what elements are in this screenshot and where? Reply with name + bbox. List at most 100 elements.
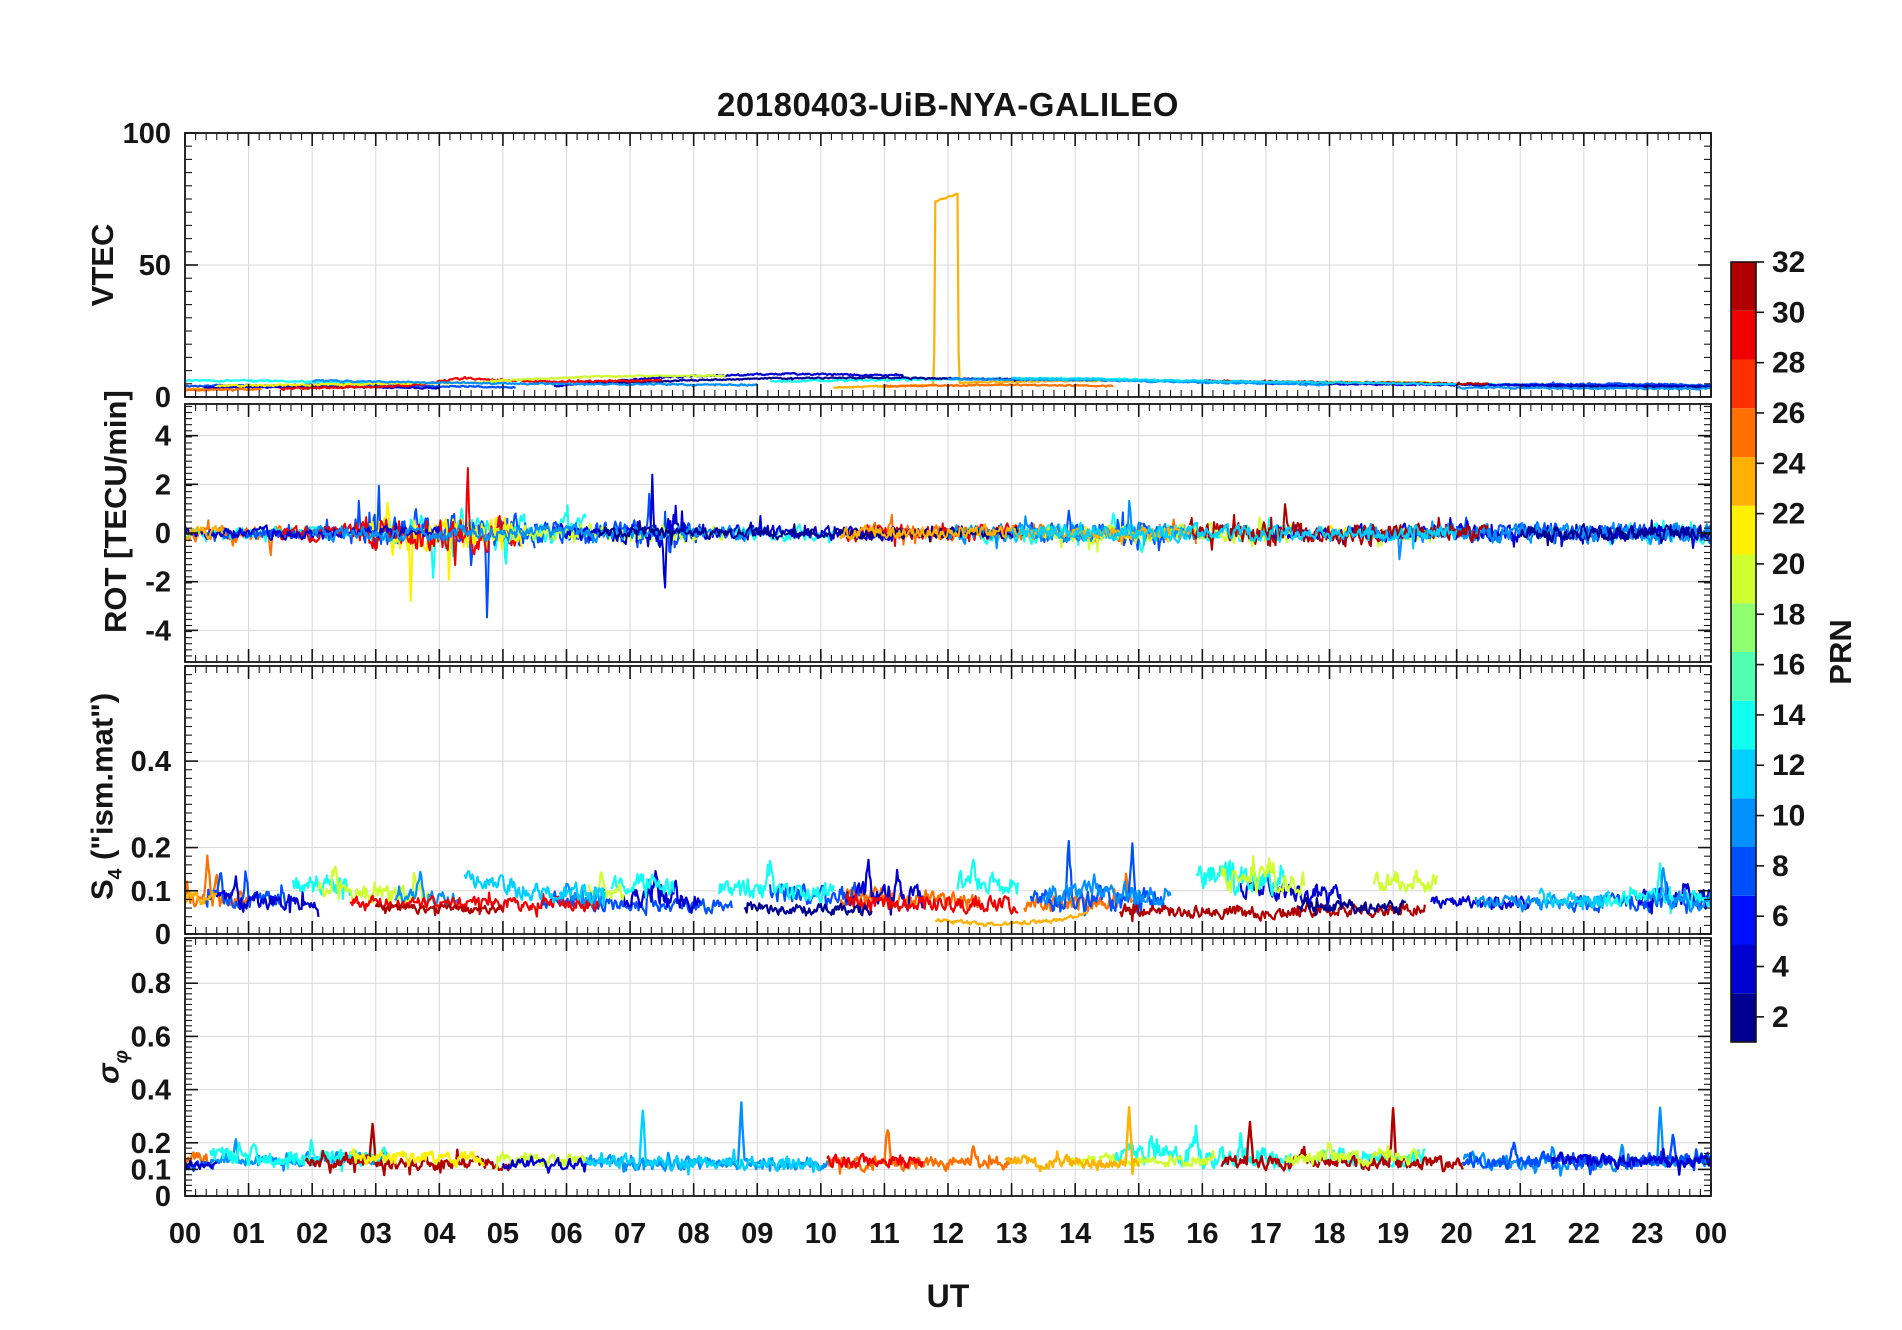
colorbar-tick-label: 24	[1772, 447, 1806, 480]
colorbar-step	[1731, 408, 1756, 457]
x-tick-label: 04	[423, 1218, 455, 1250]
y-tick-label: 0	[155, 919, 171, 951]
series-prn-10	[311, 379, 758, 388]
x-tick-label: 15	[1123, 1218, 1155, 1250]
x-tick-label: 18	[1313, 1218, 1345, 1250]
series-prn-7	[1029, 839, 1166, 917]
series-prn-30	[845, 893, 1019, 915]
x-tick-label: 22	[1568, 1218, 1600, 1250]
y-tick-label: 2	[155, 469, 171, 501]
x-tick-label: 20	[1441, 1218, 1473, 1250]
y-tick-label: 0.6	[131, 1021, 171, 1053]
x-tick-label: 01	[232, 1218, 264, 1250]
series-prn-7	[768, 881, 861, 911]
series-prn-31	[304, 1122, 511, 1177]
series-prn-11	[463, 870, 606, 907]
series-prn-4	[184, 1159, 218, 1171]
colorbar-step	[1731, 554, 1756, 604]
colorbar-tick-label: 12	[1772, 749, 1805, 782]
colorbar-tick-label: 14	[1772, 699, 1806, 732]
x-tick-label: 00	[169, 1218, 201, 1250]
series-prn-13	[1601, 862, 1713, 915]
colorbar-tick-label: 6	[1772, 900, 1789, 933]
colorbar-tick-label: 26	[1772, 397, 1805, 430]
panel-border	[184, 937, 1712, 1197]
colorbar-tick-label: 20	[1772, 548, 1805, 581]
panel-border	[184, 665, 1712, 935]
series-prn-13	[956, 858, 1019, 895]
series-prn-4	[1265, 381, 1712, 388]
y-tick-label: 0.2	[131, 1128, 171, 1160]
colorbar-tick-label: 30	[1772, 296, 1805, 329]
series-prn-2	[743, 901, 873, 917]
x-tick-label: 16	[1186, 1218, 1218, 1250]
y-tick-label: 50	[139, 250, 171, 282]
colorbar-tick-label: 8	[1772, 850, 1789, 883]
chart-title: 20180403-UiB-NYA-GALILEO	[717, 86, 1179, 123]
x-tick-label: 12	[932, 1218, 964, 1250]
series-prn-19	[317, 865, 435, 906]
x-tick-label: 13	[995, 1218, 1027, 1250]
y-tick-label: 0.2	[131, 833, 171, 865]
panel-border	[184, 132, 1712, 398]
series-prn-31	[1220, 1107, 1464, 1173]
x-tick-label: 23	[1631, 1218, 1663, 1250]
colorbar-step	[1731, 798, 1756, 847]
x-tick-label: 02	[296, 1218, 328, 1250]
colorbar-step	[1731, 944, 1756, 994]
y-tick-label: 0.4	[131, 746, 171, 778]
y-tick-label: 0.1	[131, 1154, 171, 1186]
colorbar-tick-label: 10	[1772, 800, 1805, 833]
x-tick-label: 11	[869, 1218, 900, 1250]
colorbar-step	[1731, 749, 1756, 799]
colorbar-step	[1731, 895, 1756, 945]
colorbar-step	[1731, 652, 1756, 701]
colorbar-tick-label: 16	[1772, 649, 1805, 682]
series-prn-10	[311, 522, 759, 544]
series-prn-4	[553, 523, 638, 546]
series-prn-10	[209, 1138, 390, 1172]
series-prn-10	[1646, 867, 1712, 913]
series-prn-13	[184, 378, 396, 387]
series-prn-13	[1195, 859, 1287, 897]
series-prn-4	[215, 875, 320, 918]
series-prn-10	[1042, 873, 1172, 909]
x-axis-label: UT	[926, 1278, 970, 1314]
x-tick-label: 17	[1250, 1218, 1282, 1250]
series-prn-2	[1297, 896, 1406, 917]
series-prn-11	[1010, 521, 1458, 550]
y-tick-label: 0.8	[131, 968, 171, 1000]
y-tick-label: 0	[155, 382, 171, 414]
colorbar-tick-label: 22	[1772, 498, 1805, 531]
series-prn-4	[1550, 1147, 1712, 1176]
colorbar-step	[1731, 505, 1756, 555]
series-prn-24	[183, 890, 218, 906]
x-tick-label: 21	[1504, 1218, 1536, 1250]
series-prn-31	[1118, 902, 1426, 923]
series-prn-26	[826, 1129, 1013, 1175]
series-prn-30	[279, 375, 663, 392]
y-tick-label: 4	[155, 421, 171, 453]
series-prn-26	[883, 382, 1114, 388]
series-prn-13	[610, 872, 675, 899]
panel-border	[184, 403, 1712, 663]
series-prn-26	[185, 387, 262, 392]
x-tick-label: 14	[1059, 1218, 1091, 1250]
colorbar-label: PRN	[1823, 619, 1858, 684]
colorbar-step	[1731, 700, 1756, 750]
series-prn-13	[718, 859, 835, 904]
series-prn-24	[1004, 1106, 1140, 1175]
x-tick-label: 06	[550, 1218, 582, 1250]
x-tick-label: 05	[487, 1218, 519, 1250]
x-tick-label: 07	[614, 1218, 646, 1250]
x-tick-label: 10	[805, 1218, 837, 1250]
series-prn-19	[1220, 855, 1306, 897]
colorbar-step	[1731, 457, 1756, 506]
series-prn-4	[501, 1155, 587, 1174]
series-prn-24	[833, 192, 1127, 390]
series-prn-2	[597, 520, 1026, 546]
series-prn-7	[203, 870, 288, 910]
colorbar-step	[1731, 847, 1756, 896]
